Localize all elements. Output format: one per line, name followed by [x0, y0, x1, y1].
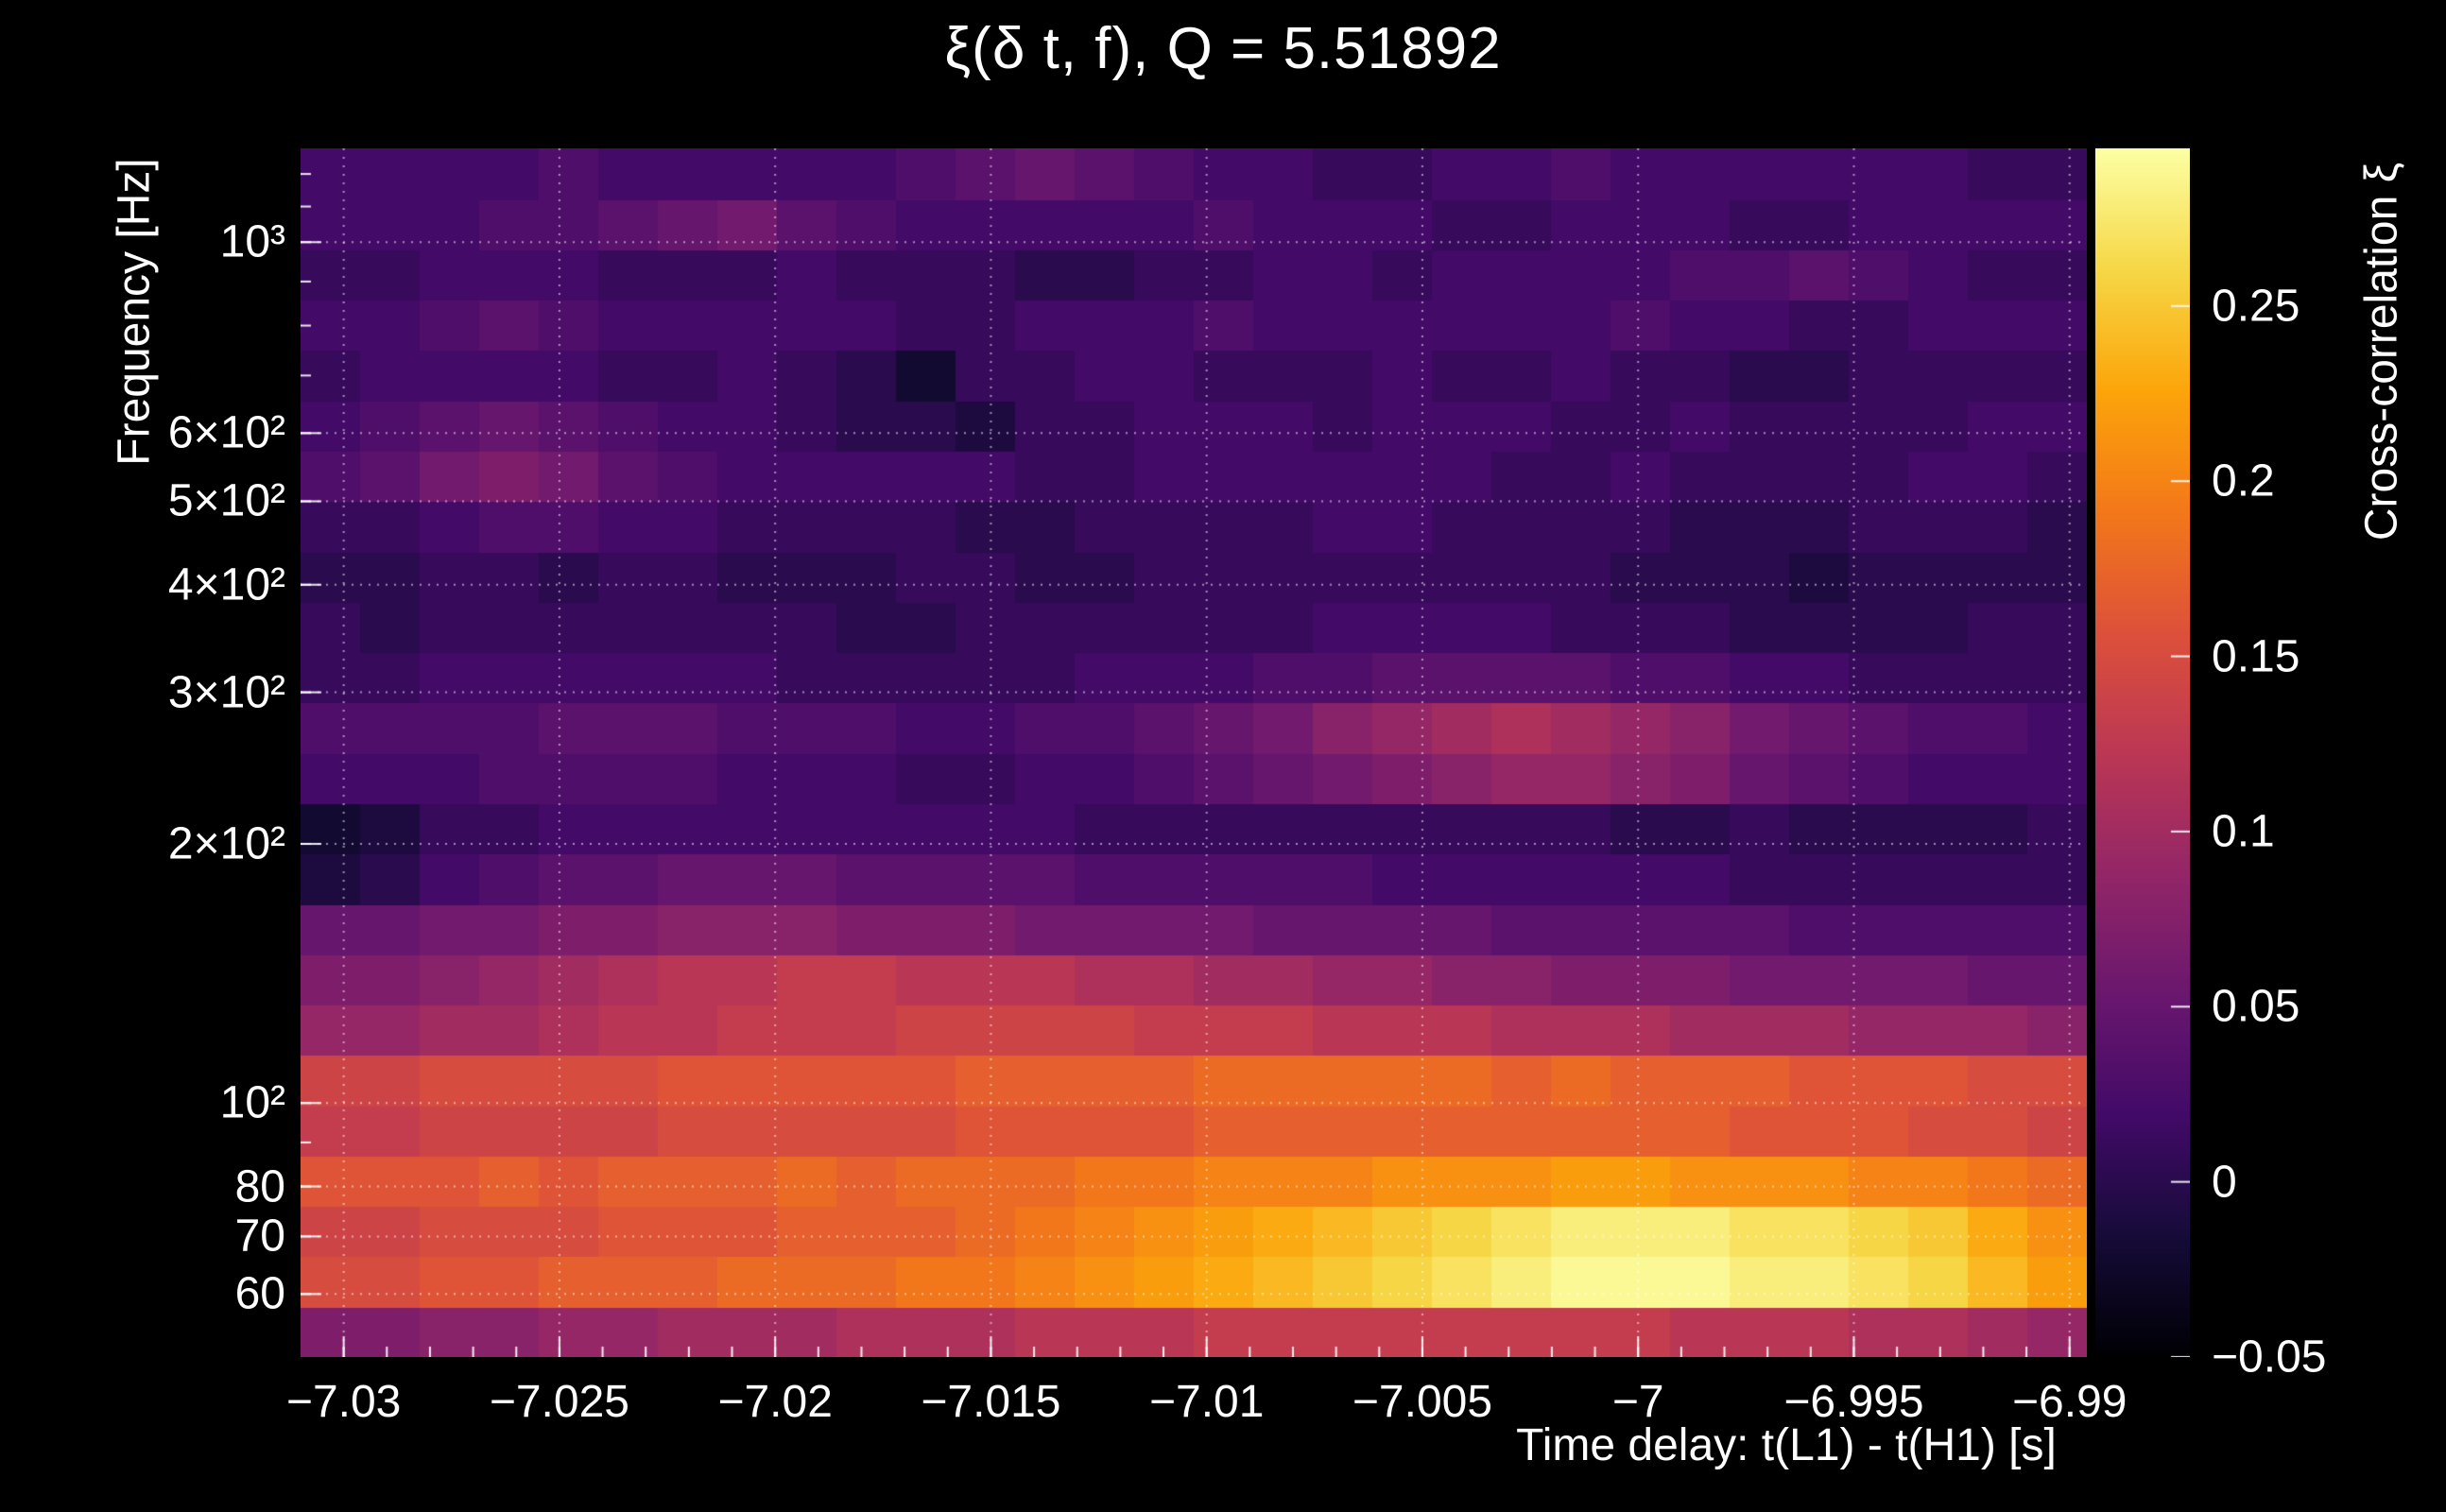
- x-tick-label: −6.995: [1783, 1377, 1924, 1427]
- y-tick-label: 5×10²: [167, 475, 285, 526]
- x-tick-label: −6.99: [2012, 1377, 2127, 1427]
- colorbar-title: Cross-correlation ξ: [2356, 162, 2407, 541]
- heatmap-canvas: [301, 148, 2087, 1357]
- x-tick-label: −7.015: [921, 1377, 1061, 1427]
- x-axis-title: Time delay: t(L1) - t(H1) [s]: [1516, 1420, 2057, 1470]
- y-tick-label: 6×10²: [167, 407, 285, 458]
- x-tick-label: −7.005: [1352, 1377, 1493, 1427]
- colorbar-tick-label: 0.25: [2212, 281, 2300, 332]
- colorbar-tick-label: 0.05: [2212, 981, 2300, 1032]
- y-tick-label: 10³: [219, 216, 285, 267]
- x-tick-label: −7.025: [489, 1377, 629, 1427]
- y-tick-label: 4×10²: [167, 559, 285, 610]
- colorbar-tick-label: 0.15: [2212, 631, 2300, 682]
- colorbar-tick-label: 0: [2212, 1157, 2237, 1208]
- colorbar-tick-label: −0.05: [2212, 1332, 2327, 1383]
- y-tick-label: 3×10²: [167, 667, 285, 718]
- x-tick-label: −7.02: [717, 1377, 833, 1427]
- chart-title: ξ(δ t, f), Q = 5.51892: [944, 16, 1502, 81]
- x-tick-label: −7.03: [285, 1377, 402, 1427]
- x-tick-label: −7.01: [1148, 1377, 1265, 1427]
- y-tick-label: 60: [234, 1268, 285, 1319]
- y-tick-label: 2×10²: [167, 818, 285, 869]
- colorbar-tick-label: 0.1: [2212, 806, 2275, 857]
- y-tick-label: 10²: [219, 1077, 285, 1128]
- y-tick-label: 70: [234, 1211, 285, 1262]
- colorbar-canvas: [2095, 148, 2190, 1357]
- y-tick-label: 80: [234, 1161, 285, 1212]
- x-tick-label: −7: [1611, 1377, 1664, 1427]
- colorbar-tick-label: 0.2: [2212, 455, 2275, 507]
